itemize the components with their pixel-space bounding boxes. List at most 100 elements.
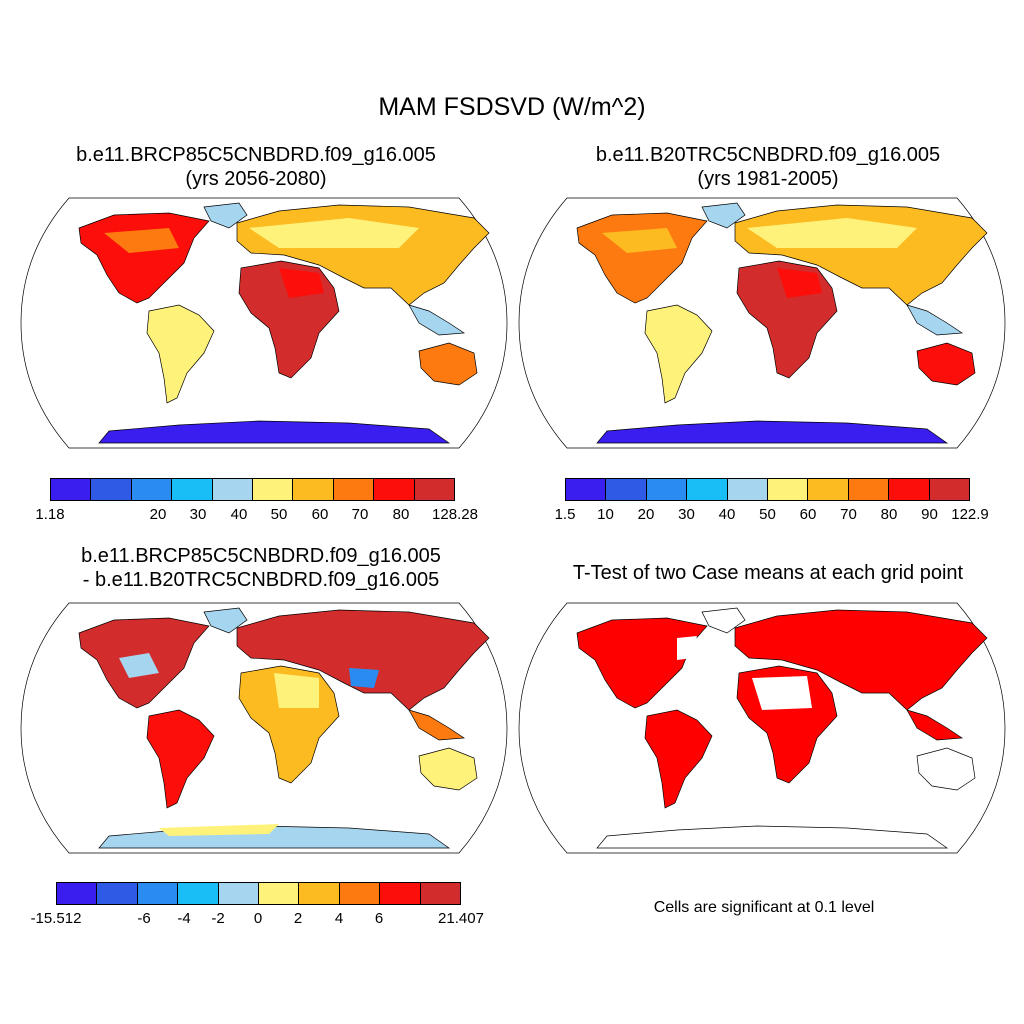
land-eurasia bbox=[734, 609, 988, 711]
colorbar-swatch bbox=[97, 883, 138, 904]
colorbar-swatch bbox=[889, 479, 930, 500]
panel-ttest-title-line1: T-Test of two Case means at each grid po… bbox=[572, 562, 964, 584]
colorbar-tick-label: 40 bbox=[230, 506, 248, 523]
colorbar-swatches bbox=[50, 478, 455, 501]
field-patch bbox=[349, 668, 379, 688]
colorbar-swatch bbox=[646, 479, 688, 500]
land-australia bbox=[916, 342, 976, 386]
field-patch bbox=[274, 673, 319, 708]
colorbar-tick-label: 80 bbox=[880, 506, 898, 523]
colorbar-tick-label: -15.512 bbox=[30, 910, 82, 927]
colorbar-swatch bbox=[299, 883, 340, 904]
colorbar-tick-label: -2 bbox=[211, 910, 225, 927]
land-sam bbox=[146, 304, 215, 404]
panel-control-title-line1: b.e11.B20TRC5CNBDRD.f09_g16.005 bbox=[595, 144, 941, 166]
colorbar-tick-label: 1.5 bbox=[554, 506, 576, 523]
colorbar-swatch bbox=[848, 479, 890, 500]
colorbar-swatch bbox=[178, 883, 219, 904]
colorbar-swatch bbox=[91, 479, 132, 500]
colorbar-swatch bbox=[606, 479, 647, 500]
colorbar-swatch bbox=[253, 479, 294, 500]
land-greenland bbox=[203, 607, 248, 634]
colorbar-tick-label: 128.28 bbox=[432, 506, 478, 523]
field-patch bbox=[119, 653, 159, 678]
colorbar-tick-label: 6 bbox=[374, 910, 384, 927]
colorbar-tick-label: 70 bbox=[840, 506, 857, 523]
colorbar-tick-label: 1.18 bbox=[35, 506, 65, 523]
colorbar-swatches bbox=[565, 478, 970, 501]
colorbar-swatch bbox=[566, 479, 607, 500]
field-patch bbox=[777, 268, 822, 298]
field-patch bbox=[747, 218, 917, 248]
field-patch bbox=[279, 268, 324, 298]
colorbar-tick-label: 30 bbox=[189, 506, 207, 523]
colorbar-tick-label: 80 bbox=[392, 506, 410, 523]
colorbar-swatch bbox=[259, 883, 300, 904]
colorbar-tick-label: 50 bbox=[759, 506, 776, 523]
colorbar-tick-label: 60 bbox=[799, 506, 817, 523]
land-eurasia bbox=[236, 609, 490, 711]
land-nam bbox=[576, 617, 708, 709]
colorbar-tick-label: 90 bbox=[921, 506, 938, 523]
colorbar-tick-label: 40 bbox=[718, 506, 736, 523]
colorbar-swatch bbox=[51, 479, 92, 500]
colorbar-swatch bbox=[727, 479, 769, 500]
land-australia bbox=[916, 747, 976, 791]
land-sam bbox=[146, 709, 215, 809]
field-patch bbox=[677, 636, 697, 660]
colorbar-swatch bbox=[218, 883, 260, 904]
colorbar-swatch bbox=[808, 479, 849, 500]
field-patch bbox=[602, 228, 677, 253]
colorbar-swatch bbox=[172, 479, 213, 500]
map-case bbox=[20, 197, 508, 449]
land-greenland bbox=[701, 202, 746, 229]
colorbar-swatch bbox=[339, 883, 381, 904]
land-greenland bbox=[701, 607, 746, 634]
colorbar-tick-label: 30 bbox=[678, 506, 695, 523]
colorbar-control: 1.5 10 20 30 40 50 60 70 80 90 122.9 bbox=[530, 478, 1000, 526]
land-greenland bbox=[203, 202, 248, 229]
land-seasia bbox=[408, 709, 466, 741]
field-patch bbox=[104, 228, 179, 253]
land-antarctica bbox=[98, 420, 451, 444]
panel-control-title-line2: (yrs 1981-2005) bbox=[697, 168, 839, 190]
land-antarctica bbox=[596, 825, 949, 849]
panel-case-title: b.e11.BRCP85C5CNBDRD.f09_g16.005 (yrs 20… bbox=[20, 143, 492, 191]
panel-case-title-line2: (yrs 2056-2080) bbox=[185, 168, 327, 190]
figure-title: MAM FSDSVD (W/m^2) bbox=[378, 93, 646, 121]
land-australia bbox=[418, 747, 478, 791]
panel-difference-title: b.e11.BRCP85C5CNBDRD.f09_g16.005 - b.e11… bbox=[20, 544, 502, 592]
colorbar-swatch bbox=[687, 479, 728, 500]
colorbar-tick-label: 10 bbox=[597, 506, 614, 523]
colorbar-tick-label: 122.9 bbox=[951, 506, 989, 523]
land-seasia bbox=[408, 304, 466, 336]
colorbar-swatches bbox=[56, 882, 461, 905]
colorbar-swatch bbox=[414, 479, 455, 500]
colorbar-swatch bbox=[333, 479, 375, 500]
land-sam bbox=[644, 304, 713, 404]
land-australia bbox=[418, 342, 478, 386]
colorbar-tick-label: 70 bbox=[351, 506, 369, 523]
panel-difference-title-line2: - b.e11.B20TRC5CNBDRD.f09_g16.005 bbox=[82, 569, 440, 591]
field-patch bbox=[752, 676, 812, 710]
colorbar-swatch bbox=[293, 479, 334, 500]
colorbar-swatch bbox=[929, 479, 970, 500]
colorbar-tick-label: 60 bbox=[311, 506, 329, 523]
colorbar-swatch bbox=[137, 883, 179, 904]
map-difference bbox=[20, 602, 508, 854]
colorbar-tick-label: 50 bbox=[270, 506, 288, 523]
land-seasia bbox=[906, 304, 964, 336]
land-sam bbox=[644, 709, 713, 809]
field-patch bbox=[159, 824, 279, 836]
land-seasia bbox=[906, 709, 964, 741]
colorbar-swatch bbox=[374, 479, 415, 500]
colorbar-tick-label: 2 bbox=[293, 910, 303, 927]
colorbar-tick-label: 20 bbox=[637, 506, 655, 523]
panel-control-title: b.e11.B20TRC5CNBDRD.f09_g16.005 (yrs 198… bbox=[532, 143, 1004, 191]
colorbar-swatch bbox=[212, 479, 254, 500]
land-antarctica bbox=[596, 420, 949, 444]
colorbar-tick-label: -6 bbox=[137, 910, 151, 927]
significance-note: Cells are significant at 0.1 level bbox=[653, 899, 875, 916]
map-control bbox=[518, 197, 1006, 449]
colorbar-tick-label: 21.407 bbox=[438, 910, 484, 927]
